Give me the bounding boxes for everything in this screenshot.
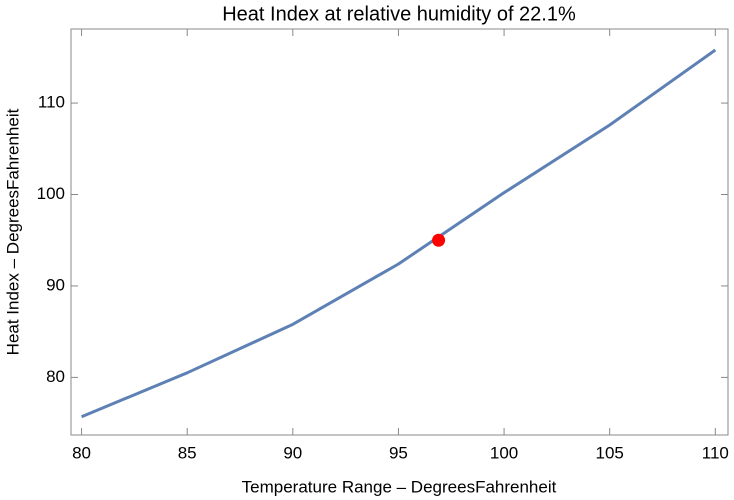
x-tick-label: 105 (596, 443, 624, 462)
y-axis-label: Heat Index – DegreesFahrenheit (3, 108, 22, 355)
x-tick-label: 90 (283, 443, 302, 462)
y-tick-label: 100 (37, 184, 65, 203)
x-tick-label: 80 (72, 443, 91, 462)
chart-title: Heat Index at relative humidity of 22.1% (222, 3, 576, 25)
highlight-point (432, 233, 446, 247)
x-tick-label: 95 (389, 443, 408, 462)
x-axis-label: Temperature Range – DegreesFahrenheit (242, 477, 557, 496)
x-tick-label: 100 (490, 443, 518, 462)
plot-frame (70, 28, 729, 436)
y-tick-label: 80 (46, 367, 65, 386)
heat-index-line (80, 48, 717, 419)
y-tick-label: 90 (46, 275, 65, 294)
y-tick-label: 110 (38, 93, 65, 112)
x-tick-label: 110 (702, 443, 729, 462)
x-tick-label: 85 (178, 443, 197, 462)
